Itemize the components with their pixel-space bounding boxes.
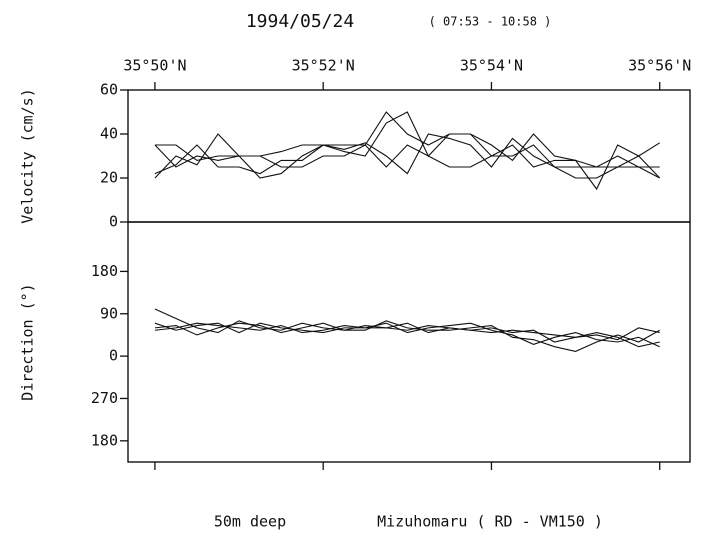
x-tick-label: 35°52'N xyxy=(292,57,355,75)
x-tick-label: 35°56'N xyxy=(628,57,691,75)
x-tick-label: 35°54'N xyxy=(460,57,523,75)
y-tick-label: 180 xyxy=(91,431,118,449)
y-axis-label: Velocity (cm/s) xyxy=(19,88,37,223)
y-tick-label: 60 xyxy=(100,81,118,99)
series-line xyxy=(154,133,661,179)
y-tick-label: 270 xyxy=(91,389,118,407)
note: 50m deep xyxy=(214,513,286,531)
chart-subtitle: ( 07:53 - 10:58 ) xyxy=(429,15,552,29)
y-tick-label: 0 xyxy=(109,213,118,231)
series-line xyxy=(154,320,660,352)
plot-frame xyxy=(127,89,691,223)
y-tick-label: 90 xyxy=(100,304,118,322)
series-line xyxy=(154,144,660,168)
x-tick-label: 35°50'N xyxy=(123,57,186,75)
series-line xyxy=(154,322,660,341)
y-tick-label: 40 xyxy=(100,125,118,143)
y-tick-label: 180 xyxy=(91,262,118,280)
y-tick-label: 0 xyxy=(109,347,118,365)
chart-title: 1994/05/24 xyxy=(246,11,354,32)
y-tick-label: 20 xyxy=(100,169,118,187)
plot-frame xyxy=(127,221,691,463)
series-line xyxy=(154,322,660,348)
note: Mizuhomaru ( RD - VM150 ) xyxy=(377,513,603,531)
y-axis-label: Direction (°) xyxy=(19,283,37,400)
